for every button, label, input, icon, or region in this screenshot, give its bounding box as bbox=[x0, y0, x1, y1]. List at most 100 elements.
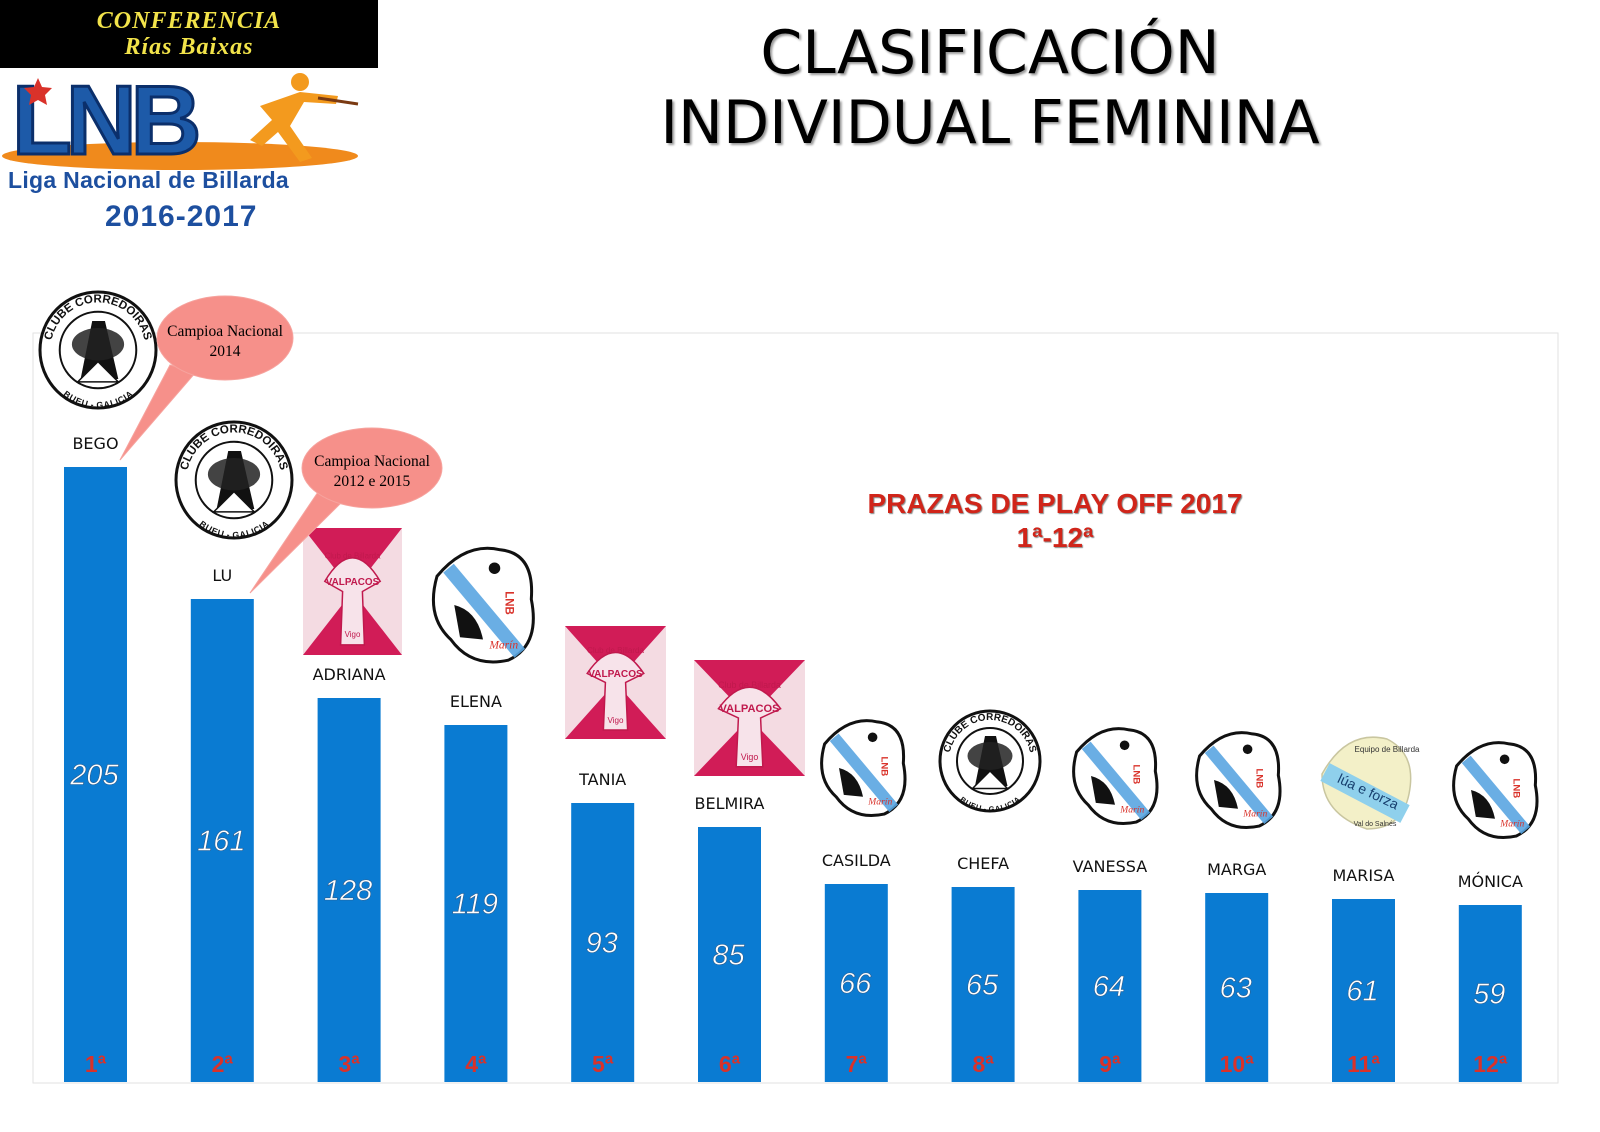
badge-club-name: VALPACOS bbox=[326, 577, 380, 588]
flag-band-icon bbox=[1204, 745, 1274, 825]
badge-club-place: Vigo bbox=[607, 716, 624, 725]
badge-club-place: Val do Salnés bbox=[1354, 821, 1397, 828]
bird-icon bbox=[1214, 780, 1238, 809]
bar-tania bbox=[571, 803, 635, 1082]
player-name-label: ELENA bbox=[450, 692, 502, 711]
player-name-label: LU bbox=[212, 566, 232, 585]
badge-letters: LNB bbox=[1254, 768, 1265, 788]
playoff-line1: PRAZAS DE PLAY OFF 2017 bbox=[867, 488, 1243, 519]
points-value-label: 119 bbox=[452, 889, 498, 921]
playoff-note: PRAZAS DE PLAY OFF 2017 1ª-12ª bbox=[820, 487, 1290, 555]
title-line1: CLASIFICACIÓN bbox=[760, 18, 1220, 88]
conference-line2: Rías Baixas bbox=[124, 34, 254, 60]
callout-bego: Campioa Nacional 2014 bbox=[119, 295, 294, 461]
flag-band-icon bbox=[1461, 755, 1531, 835]
bar-bego bbox=[64, 467, 127, 1082]
points-value-label: 161 bbox=[197, 826, 245, 858]
rank-label: 9ª bbox=[1099, 1051, 1121, 1077]
rank-label: 10ª bbox=[1220, 1051, 1255, 1077]
valpacos-badge: Club de Billarda VALPACOS Vigo bbox=[565, 626, 666, 739]
marin-badge: LNB Marín bbox=[1452, 741, 1539, 840]
callout-line1: Campioa Nacional bbox=[167, 323, 283, 340]
tree-canopy-icon bbox=[207, 457, 261, 491]
season-label: 2016-2017 bbox=[105, 200, 258, 233]
mushroom-emblem-icon bbox=[323, 557, 382, 646]
badge-club-place: Marín bbox=[867, 796, 892, 807]
marin-badge: LNB Marín bbox=[820, 719, 907, 818]
player-head-icon bbox=[488, 562, 501, 574]
bar-marisa bbox=[1332, 899, 1395, 1082]
badge-club-caption: Club de Billarda bbox=[718, 680, 781, 690]
player-name-label: ADRIANA bbox=[313, 665, 386, 684]
badge-club-name: VALPACOS bbox=[588, 669, 643, 680]
league-name: Liga Nacional de Billarda bbox=[8, 167, 290, 193]
bird-icon bbox=[1091, 776, 1115, 805]
rank-label: 7ª bbox=[846, 1051, 868, 1077]
player-head-icon bbox=[1499, 754, 1510, 765]
points-value-label: 93 bbox=[586, 928, 618, 960]
playoff-line2: 1ª-12ª bbox=[1016, 522, 1094, 553]
rank-label: 4ª bbox=[465, 1051, 487, 1077]
points-value-label: 63 bbox=[1220, 973, 1252, 1005]
tree-canopy-icon bbox=[967, 742, 1013, 770]
points-value-label: 66 bbox=[839, 968, 872, 1000]
callout-bubble bbox=[301, 427, 443, 509]
callout-bubble bbox=[156, 295, 294, 381]
player-name-label: BELMIRA bbox=[695, 794, 765, 813]
player-figure-icon bbox=[250, 73, 338, 162]
player-name-label: MARISA bbox=[1333, 866, 1395, 885]
bar-casilda bbox=[824, 884, 888, 1082]
valpacos-badge: Club de Billarda VALPACOS Vigo bbox=[303, 528, 402, 655]
bird-icon bbox=[839, 768, 863, 797]
points-value-label: 65 bbox=[966, 970, 999, 1002]
flag-band-icon bbox=[1081, 741, 1151, 821]
callout-lu: Campioa Nacional 2012 e 2015 bbox=[249, 427, 443, 594]
rank-label: 6ª bbox=[719, 1051, 741, 1077]
flag-band-icon bbox=[443, 563, 526, 658]
flag-band-icon bbox=[1320, 763, 1410, 823]
points-value-label: 64 bbox=[1093, 971, 1125, 1003]
badge-club-place: Vigo bbox=[741, 752, 759, 762]
bar-elena bbox=[444, 725, 508, 1082]
rank-label: 3ª bbox=[338, 1051, 360, 1077]
rank-label: 11ª bbox=[1347, 1051, 1380, 1077]
player-head-icon bbox=[867, 732, 878, 743]
title-line2: INDIVIDUAL FEMININA bbox=[660, 88, 1320, 158]
badge-club-caption: Equipo de Billarda bbox=[1355, 745, 1420, 754]
badge-letters: LNB bbox=[879, 756, 890, 776]
bird-icon bbox=[1471, 790, 1495, 819]
points-value-label: 205 bbox=[69, 760, 119, 792]
bell-icon bbox=[75, 360, 121, 383]
player-name-label: CHEFA bbox=[957, 854, 1009, 873]
badge-club-caption: Club de Billarda bbox=[587, 646, 645, 655]
league-logo: CONFERENCIA Rías Baixas LNB Liga Naciona… bbox=[0, 0, 380, 250]
marin-badge: LNB Marín bbox=[1195, 731, 1282, 830]
player-name-label: MÓNICA bbox=[1458, 872, 1523, 891]
callouts-layer: Campioa Nacional 2014 Campioa Nacional 2012… bbox=[119, 295, 443, 594]
bird-icon bbox=[454, 605, 483, 640]
badge-letters: LNB bbox=[502, 591, 514, 615]
rank-label: 8ª bbox=[972, 1051, 994, 1077]
bar-chefa bbox=[951, 887, 1015, 1082]
points-value-label: 61 bbox=[1346, 976, 1378, 1008]
player-name-label: MARGA bbox=[1207, 860, 1266, 879]
rank-label: 5ª bbox=[592, 1051, 614, 1077]
flag-band-icon bbox=[829, 733, 899, 813]
callout-line2: 2012 e 2015 bbox=[334, 473, 411, 490]
badge-club-place: Vigo bbox=[345, 630, 361, 639]
marin-badge: LNB Marín bbox=[431, 546, 535, 664]
player-head-icon bbox=[1119, 740, 1130, 751]
badge-pattern-segment bbox=[694, 718, 750, 776]
badge-club-place: Marín bbox=[1242, 808, 1267, 819]
callout-line1: Campioa Nacional bbox=[314, 453, 430, 470]
points-value-label: 59 bbox=[1473, 979, 1505, 1011]
stick-icon bbox=[317, 96, 359, 106]
tree-canopy-icon bbox=[71, 327, 125, 361]
lnb-logo-mark: LNB bbox=[2, 66, 359, 177]
logo-letters: LNB bbox=[12, 66, 198, 175]
conference-line1: CONFERENCIA bbox=[96, 8, 282, 34]
